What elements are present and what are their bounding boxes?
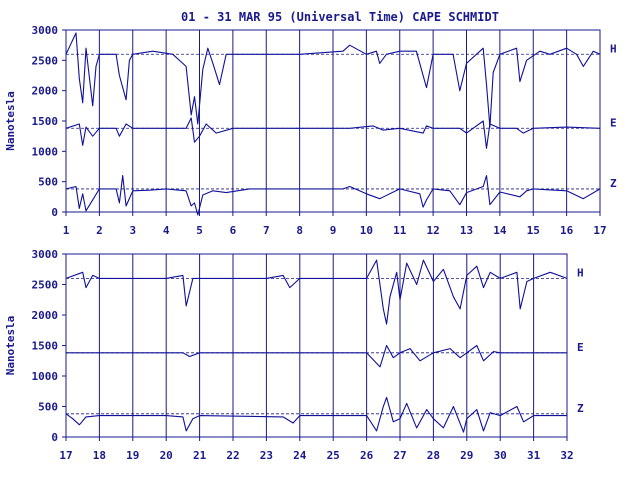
series-h-label: H: [577, 266, 584, 279]
series-e-line: [65, 117, 601, 149]
x-tick-label: 18: [93, 449, 106, 462]
series-e-line: [66, 344, 567, 368]
x-tick-label: 13: [460, 224, 473, 237]
x-tick-label: 9: [330, 224, 337, 237]
y-tick-label: 2000: [32, 85, 59, 98]
x-tick-label: 11: [393, 224, 407, 237]
y-axis-label: Nanotesla: [4, 316, 17, 376]
x-tick-label: 27: [393, 449, 406, 462]
x-tick-label: 20: [160, 449, 173, 462]
x-tick-label: 2: [96, 224, 103, 237]
y-tick-label: 1000: [32, 370, 59, 383]
series-h-line: [65, 32, 601, 128]
y-tick-label: 0: [51, 431, 58, 444]
x-tick-label: 29: [460, 449, 473, 462]
y-tick-label: 2000: [32, 309, 59, 322]
y-tick-label: 1500: [32, 115, 59, 128]
x-tick-label: 15: [527, 224, 540, 237]
x-tick-label: 21: [193, 449, 207, 462]
x-tick-label: 6: [230, 224, 237, 237]
y-tick-label: 2500: [32, 279, 59, 292]
x-tick-label: 32: [560, 449, 573, 462]
x-tick-label: 4: [163, 224, 170, 237]
chart-title: 01 - 31 MAR 95 (Universal Time) CAPE SCH…: [181, 10, 499, 24]
y-tick-label: 2500: [32, 54, 59, 67]
x-tick-label: 17: [593, 224, 606, 237]
series-z-line: [65, 396, 567, 433]
x-tick-label: 22: [226, 449, 239, 462]
y-tick-label: 0: [51, 206, 58, 219]
y-tick-label: 1500: [32, 340, 59, 353]
series-h-line: [65, 259, 568, 325]
x-tick-label: 8: [296, 224, 303, 237]
plot-frame-2: [65, 253, 568, 438]
y-axis-label: Nanotesla: [4, 91, 17, 151]
series-z-line: [65, 175, 601, 216]
x-tick-label: 19: [126, 449, 139, 462]
x-tick-label: 24: [293, 449, 307, 462]
x-tick-label: 10: [360, 224, 373, 237]
series-h-label: H: [610, 42, 617, 55]
x-tick-label: 28: [427, 449, 440, 462]
series-z-label: Z: [577, 402, 584, 415]
y-tick-label: 1000: [32, 145, 59, 158]
x-tick-label: 14: [493, 224, 507, 237]
x-tick-label: 23: [260, 449, 273, 462]
x-tick-label: 1: [63, 224, 70, 237]
x-tick-label: 26: [360, 449, 374, 462]
series-z-label: Z: [610, 177, 617, 190]
x-tick-label: 17: [59, 449, 72, 462]
x-tick-label: 7: [263, 224, 270, 237]
x-tick-label: 16: [560, 224, 574, 237]
x-tick-label: 30: [494, 449, 507, 462]
x-tick-label: 12: [427, 224, 440, 237]
y-tick-label: 3000: [32, 24, 59, 37]
y-tick-label: 500: [38, 176, 58, 189]
x-tick-label: 25: [327, 449, 340, 462]
x-tick-label: 31: [527, 449, 541, 462]
y-tick-label: 500: [38, 401, 58, 414]
series-e-label: E: [610, 116, 617, 129]
x-tick-label: 5: [196, 224, 203, 237]
x-tick-label: 3: [129, 224, 136, 237]
y-tick-label: 3000: [32, 248, 59, 261]
series-e-label: E: [577, 341, 584, 354]
